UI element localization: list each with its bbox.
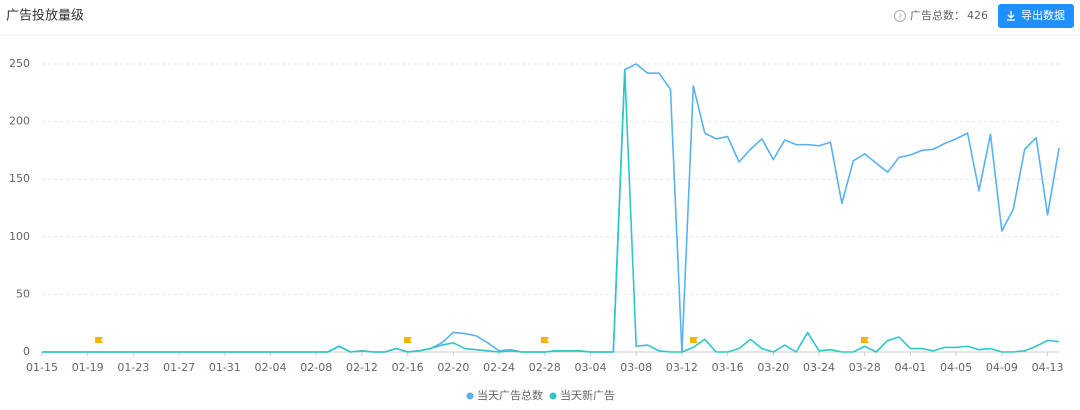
flag xyxy=(861,337,869,347)
chart-title: 广告投放量级 xyxy=(6,8,84,24)
x-tick-label: 01-23 xyxy=(117,361,149,374)
legend-label: 当天广告总数 xyxy=(477,388,543,402)
x-tick-label: 02-20 xyxy=(437,361,469,374)
x-tick-label: 02-16 xyxy=(392,361,424,374)
x-tick-label: 02-28 xyxy=(529,361,561,374)
line-series xyxy=(42,63,1060,353)
x-tick-label: 02-08 xyxy=(300,361,332,374)
x-tick-label: 04-01 xyxy=(894,361,926,374)
y-tick-label: 250 xyxy=(9,57,30,70)
x-tick-label: 02-12 xyxy=(346,361,378,374)
help-icon-mark: ? xyxy=(898,13,902,22)
x-tick-label: 02-04 xyxy=(255,361,287,374)
flag xyxy=(690,337,698,347)
download-icon xyxy=(1007,11,1015,21)
flag xyxy=(95,337,103,347)
export-button-label[interactable]: 导出数据 xyxy=(1021,8,1065,22)
x-tick-label: 04-05 xyxy=(940,361,972,374)
x-tick-label: 04-13 xyxy=(1032,361,1064,374)
x-tick-label: 04-09 xyxy=(986,361,1018,374)
y-tick-label: 0 xyxy=(23,345,30,358)
y-tick-label: 200 xyxy=(9,115,30,128)
x-tick-label: 03-28 xyxy=(849,361,881,374)
y-tick-label: 100 xyxy=(9,230,30,243)
x-tick-label: 01-19 xyxy=(72,361,104,374)
x-tick-label: 03-24 xyxy=(803,361,835,374)
legend-label: 当天新广告 xyxy=(560,388,615,402)
x-tick-label: 03-16 xyxy=(712,361,744,374)
total-value: 426 xyxy=(967,9,988,22)
flag xyxy=(404,337,412,347)
legend-swatch xyxy=(466,392,474,400)
y-tick-label: 50 xyxy=(16,287,30,300)
x-tick-label: 03-04 xyxy=(575,361,607,374)
x-tick-label: 01-15 xyxy=(26,361,58,374)
line-series xyxy=(42,68,1060,353)
total-label: 广告总数： xyxy=(910,8,965,22)
x-tick-label: 03-20 xyxy=(757,361,789,374)
x-tick-label: 03-12 xyxy=(666,361,698,374)
x-tick-label: 01-31 xyxy=(209,361,241,374)
x-tick-label: 02-24 xyxy=(483,361,515,374)
y-tick-label: 150 xyxy=(9,172,30,185)
flags xyxy=(95,337,869,347)
x-tick-label: 03-08 xyxy=(620,361,652,374)
export-button[interactable] xyxy=(998,4,1074,28)
legend-swatch xyxy=(549,392,557,400)
x-tick-label: 01-27 xyxy=(163,361,195,374)
help-icon[interactable] xyxy=(894,10,906,22)
flag xyxy=(541,337,549,347)
